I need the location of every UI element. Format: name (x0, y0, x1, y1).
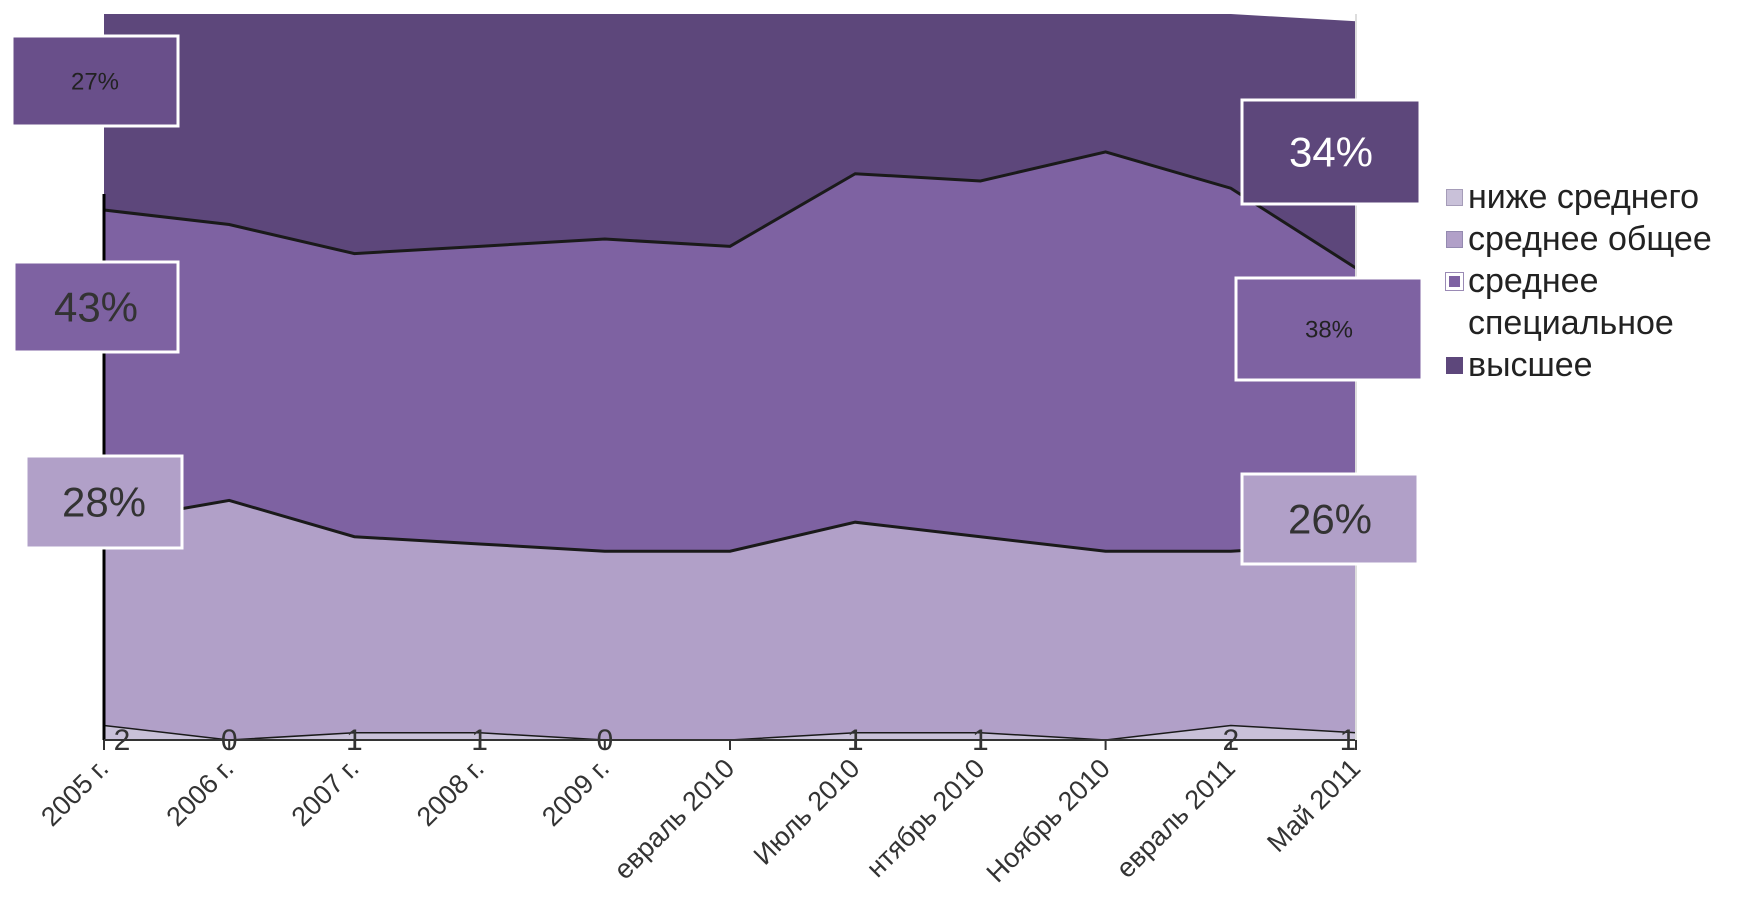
x-tick-label: Май 2011 (1261, 753, 1366, 858)
data-label: 1 (346, 724, 363, 757)
callout-box (12, 260, 180, 354)
callout-label: 28% (62, 479, 146, 526)
x-tick-label: 2008 г. (411, 753, 490, 832)
callout-box (1234, 276, 1424, 382)
data-label: 0 (221, 724, 238, 757)
x-tick-label: 2005 г. (35, 753, 114, 832)
callout-label: 34% (1289, 129, 1373, 176)
data-label: 1 (972, 724, 989, 757)
legend-label-special-secondary: среднее специальное (1468, 262, 1674, 342)
x-tick-label: евраль 2011 (1110, 753, 1241, 884)
legend: ниже среднего среднее общее среднее спец… (1445, 176, 1742, 386)
series-line-special-secondary (103, 150, 1357, 270)
callout-box (10, 34, 180, 128)
callout-box (1240, 98, 1422, 206)
callout-label: 38% (1305, 316, 1353, 343)
callout-box (1240, 472, 1420, 566)
legend-item-general-secondary: среднее общее (1446, 218, 1742, 260)
x-tick-label: нтябрь 2010 (861, 753, 991, 883)
area-general-secondary (104, 500, 1356, 740)
x-tick-label: Июль 2010 (748, 753, 866, 871)
legend-label-general-secondary: среднее общее (1468, 220, 1712, 258)
x-tick-label: 2007 г. (286, 753, 365, 832)
series-line-general-secondary (103, 498, 1357, 553)
data-label: 2 (1222, 724, 1239, 757)
legend-item-special-secondary: среднее специальное (1445, 260, 1742, 344)
data-label: 1 (1340, 724, 1357, 757)
series-areas (102, 14, 1357, 750)
callout-label: 26% (1288, 496, 1372, 543)
area-higher (104, 14, 1356, 269)
legend-swatch-general-secondary (1446, 231, 1463, 248)
x-axis-tick-labels: 2005 г. 2006 г. 2007 г. 2008 г. 2009 г.еврал… (35, 753, 1366, 888)
legend-item-below-secondary: ниже среднего (1446, 176, 1742, 218)
legend-swatch-special-secondary (1445, 272, 1464, 291)
legend-label-higher: высшее (1468, 346, 1593, 384)
area-special-secondary (104, 151, 1356, 552)
callout-label: 43% (54, 284, 138, 331)
callout-label: 27% (71, 68, 119, 95)
data-label: 0 (596, 724, 613, 757)
x-tick-label: 2009 г. (536, 753, 615, 832)
bottom-data-labels: 2 0 1 1 0 1 1 2 1 (114, 724, 1357, 757)
legend-swatch-below-secondary (1446, 189, 1463, 206)
legend-item-higher: высшее (1446, 344, 1742, 386)
x-tick-label: Ноябрь 2010 (981, 753, 1116, 888)
x-tick-label: 2006 г. (161, 753, 240, 832)
legend-label-below-secondary: ниже среднего (1468, 178, 1700, 216)
data-label: 2 (114, 724, 131, 757)
data-label: 1 (847, 724, 864, 757)
legend-swatch-higher (1446, 357, 1463, 374)
x-tick-label: евраль 2010 (608, 753, 740, 885)
callout-box (24, 454, 184, 550)
data-label: 1 (471, 724, 488, 757)
percent-callouts: 28% 43% 27% 26% 38% 34% (10, 34, 1424, 566)
